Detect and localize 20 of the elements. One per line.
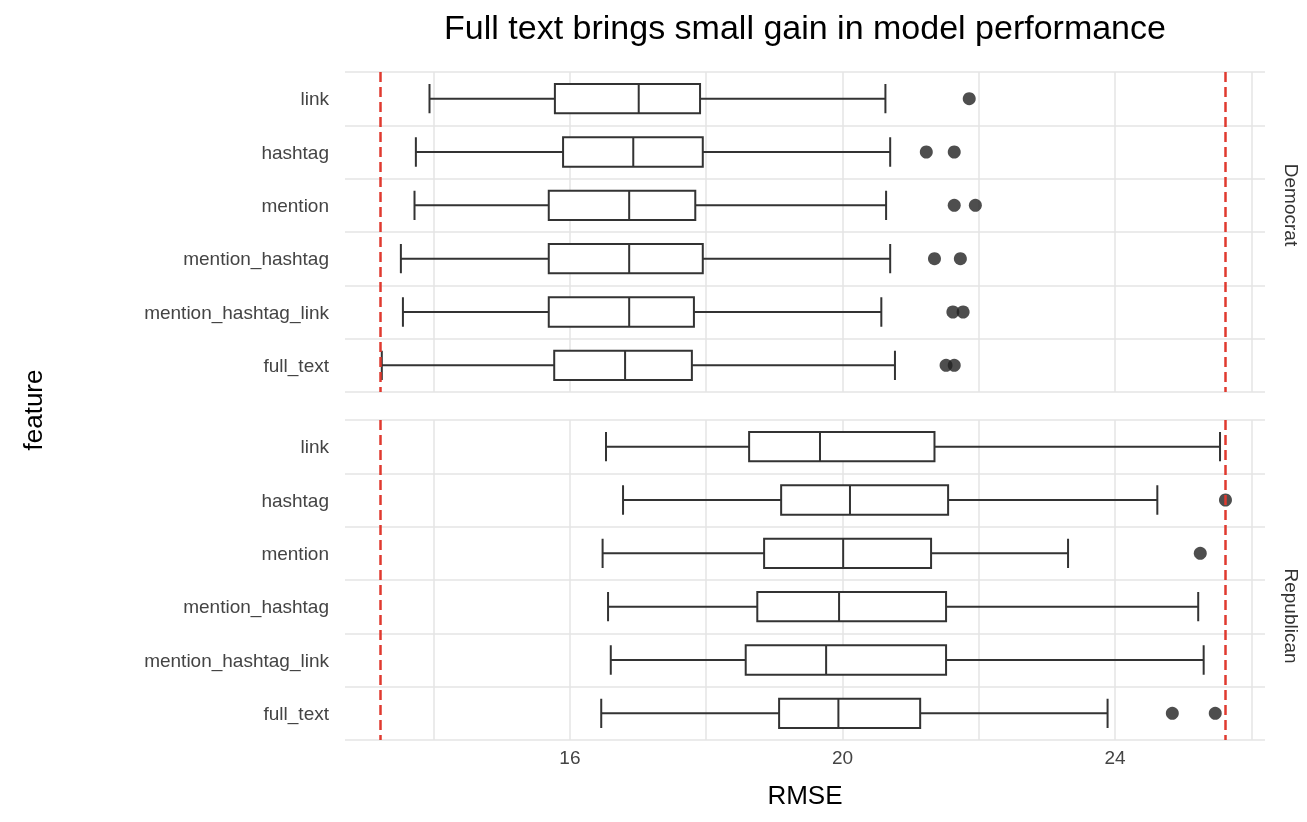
y-tick-label: mention_hashtag_link bbox=[144, 301, 330, 324]
y-tick-label: full_text bbox=[263, 702, 330, 725]
y-tick-label: full_text bbox=[263, 354, 330, 377]
y-tick-label: link bbox=[300, 88, 330, 110]
y-tick-label: mention_hashtag bbox=[183, 248, 329, 271]
x-tick-label: 20 bbox=[831, 747, 854, 768]
y-tick-label: hashtag bbox=[261, 141, 329, 163]
chart-title: Full text brings small gain in model performance bbox=[443, 8, 1167, 47]
y-tick-label: hashtag bbox=[261, 489, 329, 511]
y-axis-title: feature bbox=[17, 369, 49, 451]
x-tick-label: 24 bbox=[1104, 747, 1127, 768]
y-tick-label: link bbox=[300, 436, 330, 458]
y-tick-label: mention_hashtag bbox=[183, 596, 329, 619]
x-axis-title: RMSE bbox=[767, 780, 843, 810]
x-tick-label: 16 bbox=[559, 747, 581, 768]
y2-axis-title: Republican bbox=[1281, 568, 1302, 664]
y-tick-label: mention bbox=[261, 194, 329, 216]
y2-axis-title: Democrat bbox=[1281, 163, 1302, 247]
y-tick-label: mention_hashtag_link bbox=[144, 649, 330, 672]
y-tick-label: mention bbox=[261, 542, 329, 564]
